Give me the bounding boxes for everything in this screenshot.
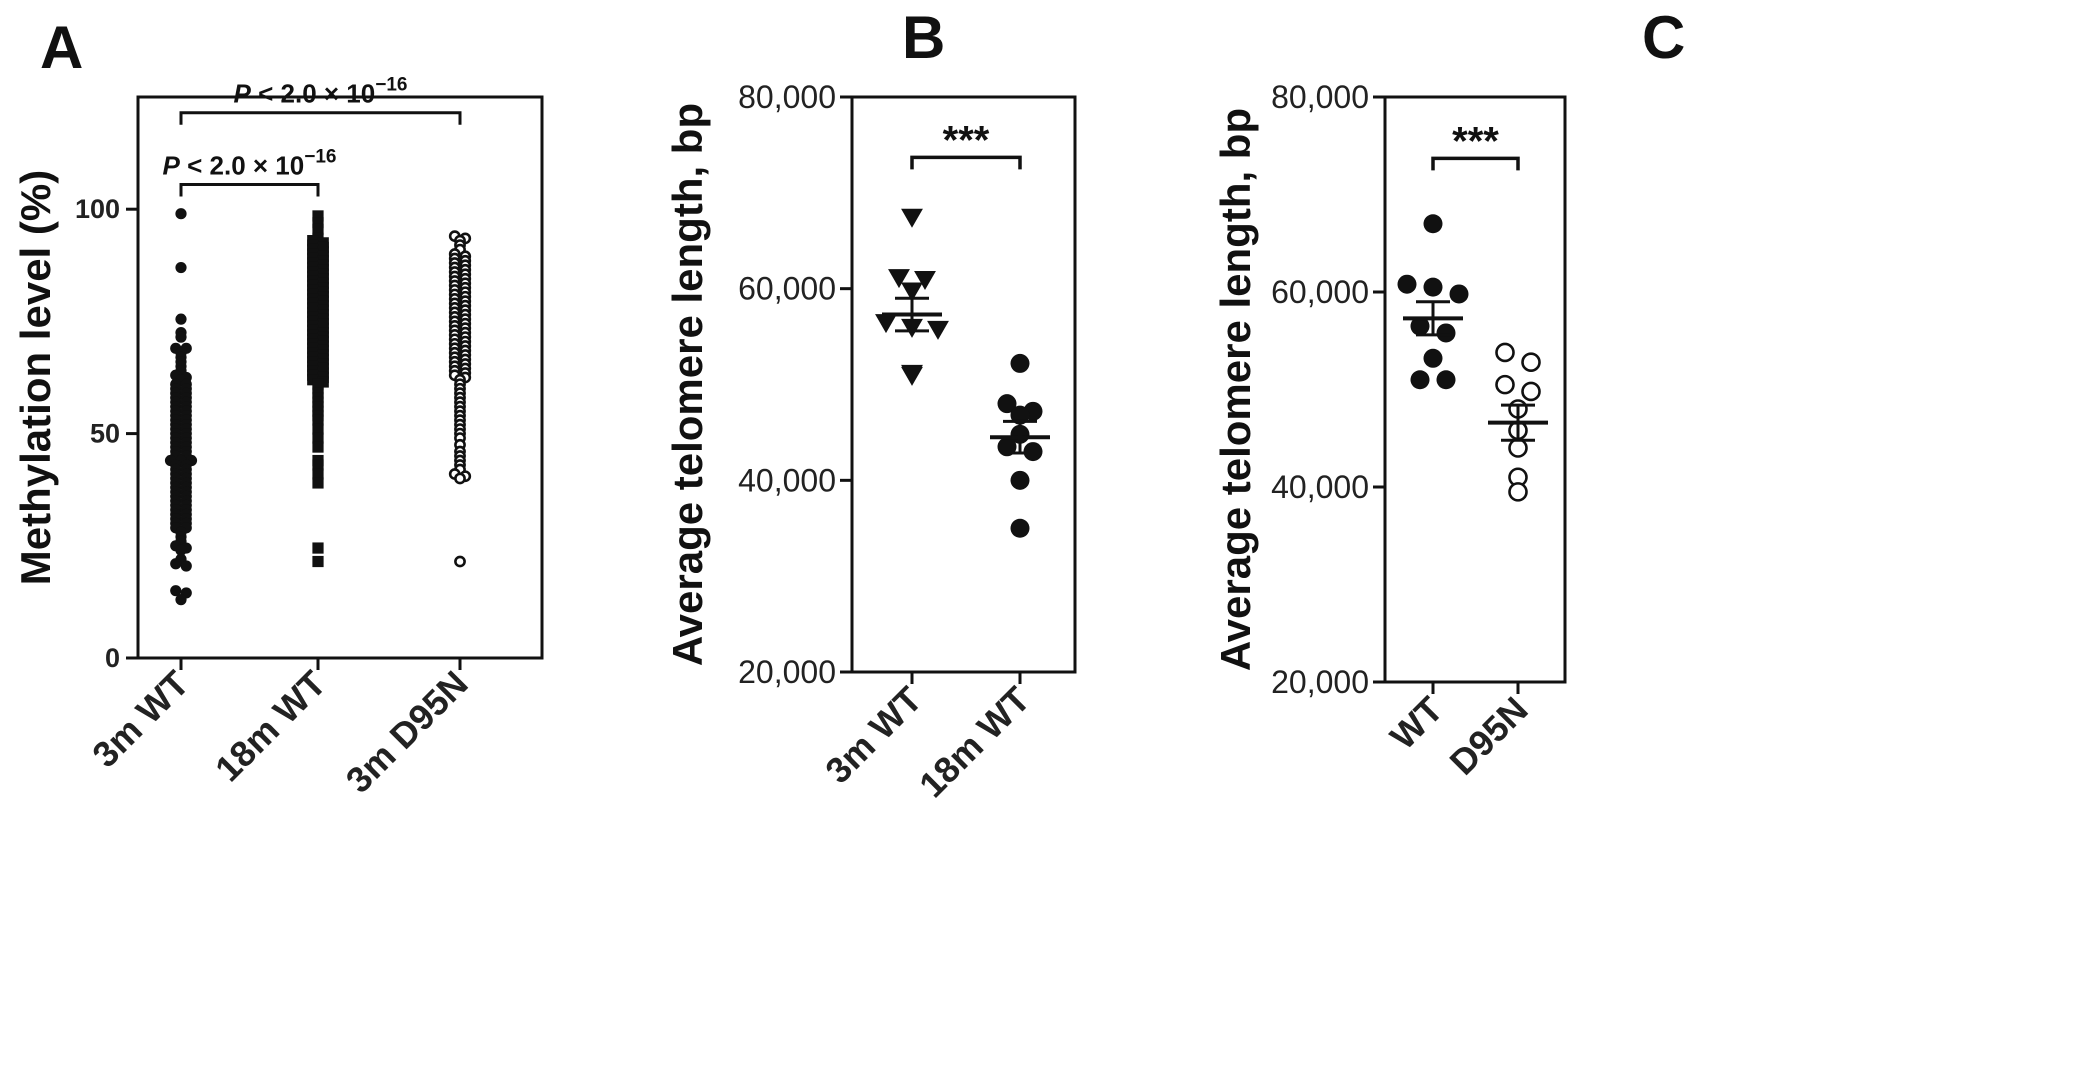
panel-c-series-2 — [1495, 342, 1541, 502]
panel-a-point — [312, 459, 324, 471]
panel-a-y-tick-label: 100 — [75, 194, 120, 224]
panel-c-series-1 — [1397, 214, 1469, 390]
panel-a-point — [312, 414, 324, 426]
panel-b-point — [901, 282, 923, 302]
panel-a-point — [175, 331, 187, 343]
panel-a-p-value-label: P < 2.0 × 10−16 — [163, 147, 337, 181]
panel-c-point — [1449, 284, 1469, 304]
panel-letter-c: C — [1642, 4, 1685, 71]
panel-a-point — [175, 261, 187, 274]
panel-b-point — [875, 314, 897, 334]
panel-a-y-tick-label: 50 — [90, 419, 120, 449]
panel-b-chart: 20,000 40,000 60,000 80,000 Average telomere… — [664, 79, 1077, 806]
panel-a-p-value-label: P < 2.0 × 10−16 — [234, 75, 408, 109]
panel-c-axes-frame — [1383, 95, 1567, 684]
panel-a-point — [312, 210, 324, 222]
panel-a-x-tick-label: 18m WT — [207, 663, 334, 790]
panel-c-point — [1495, 342, 1515, 363]
panel-a-x-tick-label: 3m D95N — [338, 663, 476, 801]
panel-b-significance-stars: *** — [943, 118, 990, 162]
panel-a-point — [312, 441, 324, 453]
panel-c-y-tick-label: 60,000 — [1271, 274, 1369, 310]
panel-b-y-axis-label: Average telomere length, bp — [664, 103, 711, 666]
panel-a-point — [180, 560, 192, 572]
panel-b-point — [901, 208, 923, 228]
panel-a-series-3 — [448, 230, 472, 568]
panel-c-point — [1410, 370, 1430, 390]
panel-a-point — [312, 468, 324, 480]
panel-b-significance-bracket — [910, 155, 1022, 170]
p-value-text: < 2.0 × 10 — [251, 79, 375, 109]
panel-b-y-tick-label: 80,000 — [738, 79, 836, 115]
panel-b-point — [997, 394, 1017, 414]
p-value-exponent: −16 — [375, 75, 407, 96]
panel-b-series-1 — [875, 208, 949, 386]
panel-c-point — [1436, 323, 1456, 343]
panel-c-point — [1436, 370, 1456, 390]
panel-c-point — [1521, 381, 1541, 402]
panel-b-point — [1010, 470, 1030, 490]
panel-c-point — [1508, 482, 1528, 502]
panel-c-x-tick-label: WT — [1382, 689, 1451, 758]
panel-b-point — [1010, 518, 1030, 538]
panel-a-series-1 — [164, 208, 198, 606]
panel-b-point — [914, 271, 936, 291]
p-symbol: P — [163, 151, 181, 181]
p-symbol: P — [234, 79, 252, 109]
panel-b-y-tick-label: 60,000 — [738, 271, 836, 307]
panel-b-y-tick-label: 40,000 — [738, 462, 836, 498]
panel-c-point — [1495, 374, 1515, 395]
panel-a-axes-frame — [136, 95, 544, 660]
panel-a-y-tick-label: 0 — [105, 643, 120, 673]
panel-a-point — [175, 313, 187, 325]
panel-c-significance-bracket — [1431, 156, 1520, 171]
panel-b-point — [1010, 353, 1030, 373]
panel-b-point — [927, 320, 949, 340]
panel-c-point — [1410, 316, 1430, 336]
panel-a-point — [175, 594, 187, 606]
panel-c-y-tick-label: 20,000 — [1271, 664, 1369, 700]
panel-c-point — [1521, 352, 1541, 373]
panel-a-point — [170, 585, 182, 597]
panel-a-point — [175, 208, 187, 220]
panel-a-point — [454, 555, 466, 568]
panel-a-point — [312, 555, 324, 568]
panel-a-y-axis-label: Methylation level (%) — [12, 170, 59, 585]
panel-a-x-tick-label: 3m WT — [84, 663, 196, 775]
panel-a-point — [312, 217, 324, 229]
panel-c-significance-stars: *** — [1452, 119, 1499, 163]
panel-a-comparison-bracket — [179, 111, 462, 125]
panel-b-axes-frame — [850, 95, 1077, 674]
panel-a-series-2 — [307, 210, 329, 568]
panel-a-point — [170, 558, 182, 570]
panel-c-point — [1397, 274, 1417, 294]
panel-c-point — [1423, 348, 1443, 368]
panel-letter-a: A — [40, 14, 83, 81]
panel-a-point — [312, 223, 324, 235]
panel-b-point — [888, 269, 910, 289]
panel-b-y-tick-label: 20,000 — [738, 654, 836, 690]
panel-c-x-tick-label: D95N — [1442, 689, 1536, 783]
panel-c-point — [1423, 277, 1443, 297]
panel-letter-b: B — [902, 4, 945, 71]
panel-b-x-tick-label: 18m WT — [911, 679, 1038, 806]
panel-c-y-tick-label: 40,000 — [1271, 469, 1369, 505]
panel-a-point — [312, 423, 324, 435]
panel-c-point — [1508, 438, 1528, 458]
panel-c-chart: 20,000 40,000 60,000 80,000 Average telomere… — [1212, 79, 1567, 783]
p-value-exponent: −16 — [304, 147, 336, 168]
p-value-text: < 2.0 × 10 — [180, 151, 304, 181]
panel-a-point — [454, 472, 466, 485]
panel-a-comparison-bracket — [179, 183, 320, 197]
panel-c-y-axis-label: Average telomere length, bp — [1212, 108, 1259, 671]
panel-a-point — [312, 542, 324, 554]
panel-c-y-tick-label: 80,000 — [1271, 79, 1369, 115]
panel-b-point — [901, 366, 923, 386]
panel-a-point — [312, 477, 324, 489]
panel-a-point — [175, 544, 187, 556]
panel-c-point — [1423, 214, 1443, 234]
panel-a-chart: 0 50 100 Methylation level (%) 3m WT 18m WT 3m… — [12, 75, 544, 801]
panel-a-point — [312, 432, 324, 444]
